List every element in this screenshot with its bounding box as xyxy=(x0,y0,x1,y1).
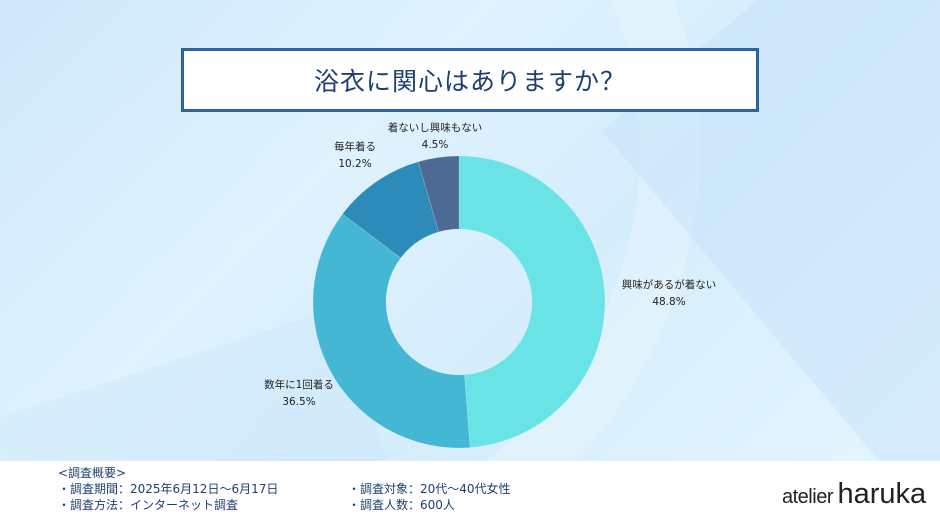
label-name: 着ないし興味もない xyxy=(387,122,483,134)
label-name: 数年に1回着る xyxy=(264,379,334,391)
label-name: 興味があるが着ない xyxy=(621,279,717,291)
donut-slice xyxy=(312,213,471,449)
donut-slice xyxy=(342,161,440,259)
label-value: 48.8% xyxy=(652,296,686,308)
label-value: 36.5% xyxy=(282,396,316,408)
brand-logo: atelier haruka xyxy=(782,478,926,511)
label-interested-not-wear: 興味があるが着ない 48.8% xyxy=(606,277,732,311)
title-box: 浴衣に関心はありますか？ xyxy=(181,48,759,112)
survey-method: ・調査方法：インターネット調査 xyxy=(58,498,239,512)
label-name: 毎年着る xyxy=(334,141,376,153)
label-every-year: 毎年着る 10.2% xyxy=(325,139,385,173)
label-value: 4.5% xyxy=(421,139,449,151)
label-no-interest: 着ないし興味もない 4.5% xyxy=(372,120,498,154)
logo-prefix: atelier xyxy=(782,486,833,508)
donut-slice xyxy=(458,155,606,448)
survey-heading: <調査概要> xyxy=(58,466,127,480)
donut-slice xyxy=(417,155,460,233)
logo-name: haruka xyxy=(837,478,927,510)
donut-chart xyxy=(312,155,606,449)
chart-title: 浴衣に関心はありますか？ xyxy=(313,67,626,96)
footer xyxy=(0,461,940,526)
label-once-few-years: 数年に1回着る 36.5% xyxy=(244,377,354,411)
label-value: 10.2% xyxy=(338,158,372,170)
survey-target: ・調査対象：20代〜40代女性 xyxy=(348,482,511,496)
survey-period: ・調査期間：2025年6月12日〜6月17日 xyxy=(58,482,279,496)
survey-count: ・調査人数：600人 xyxy=(348,498,455,512)
